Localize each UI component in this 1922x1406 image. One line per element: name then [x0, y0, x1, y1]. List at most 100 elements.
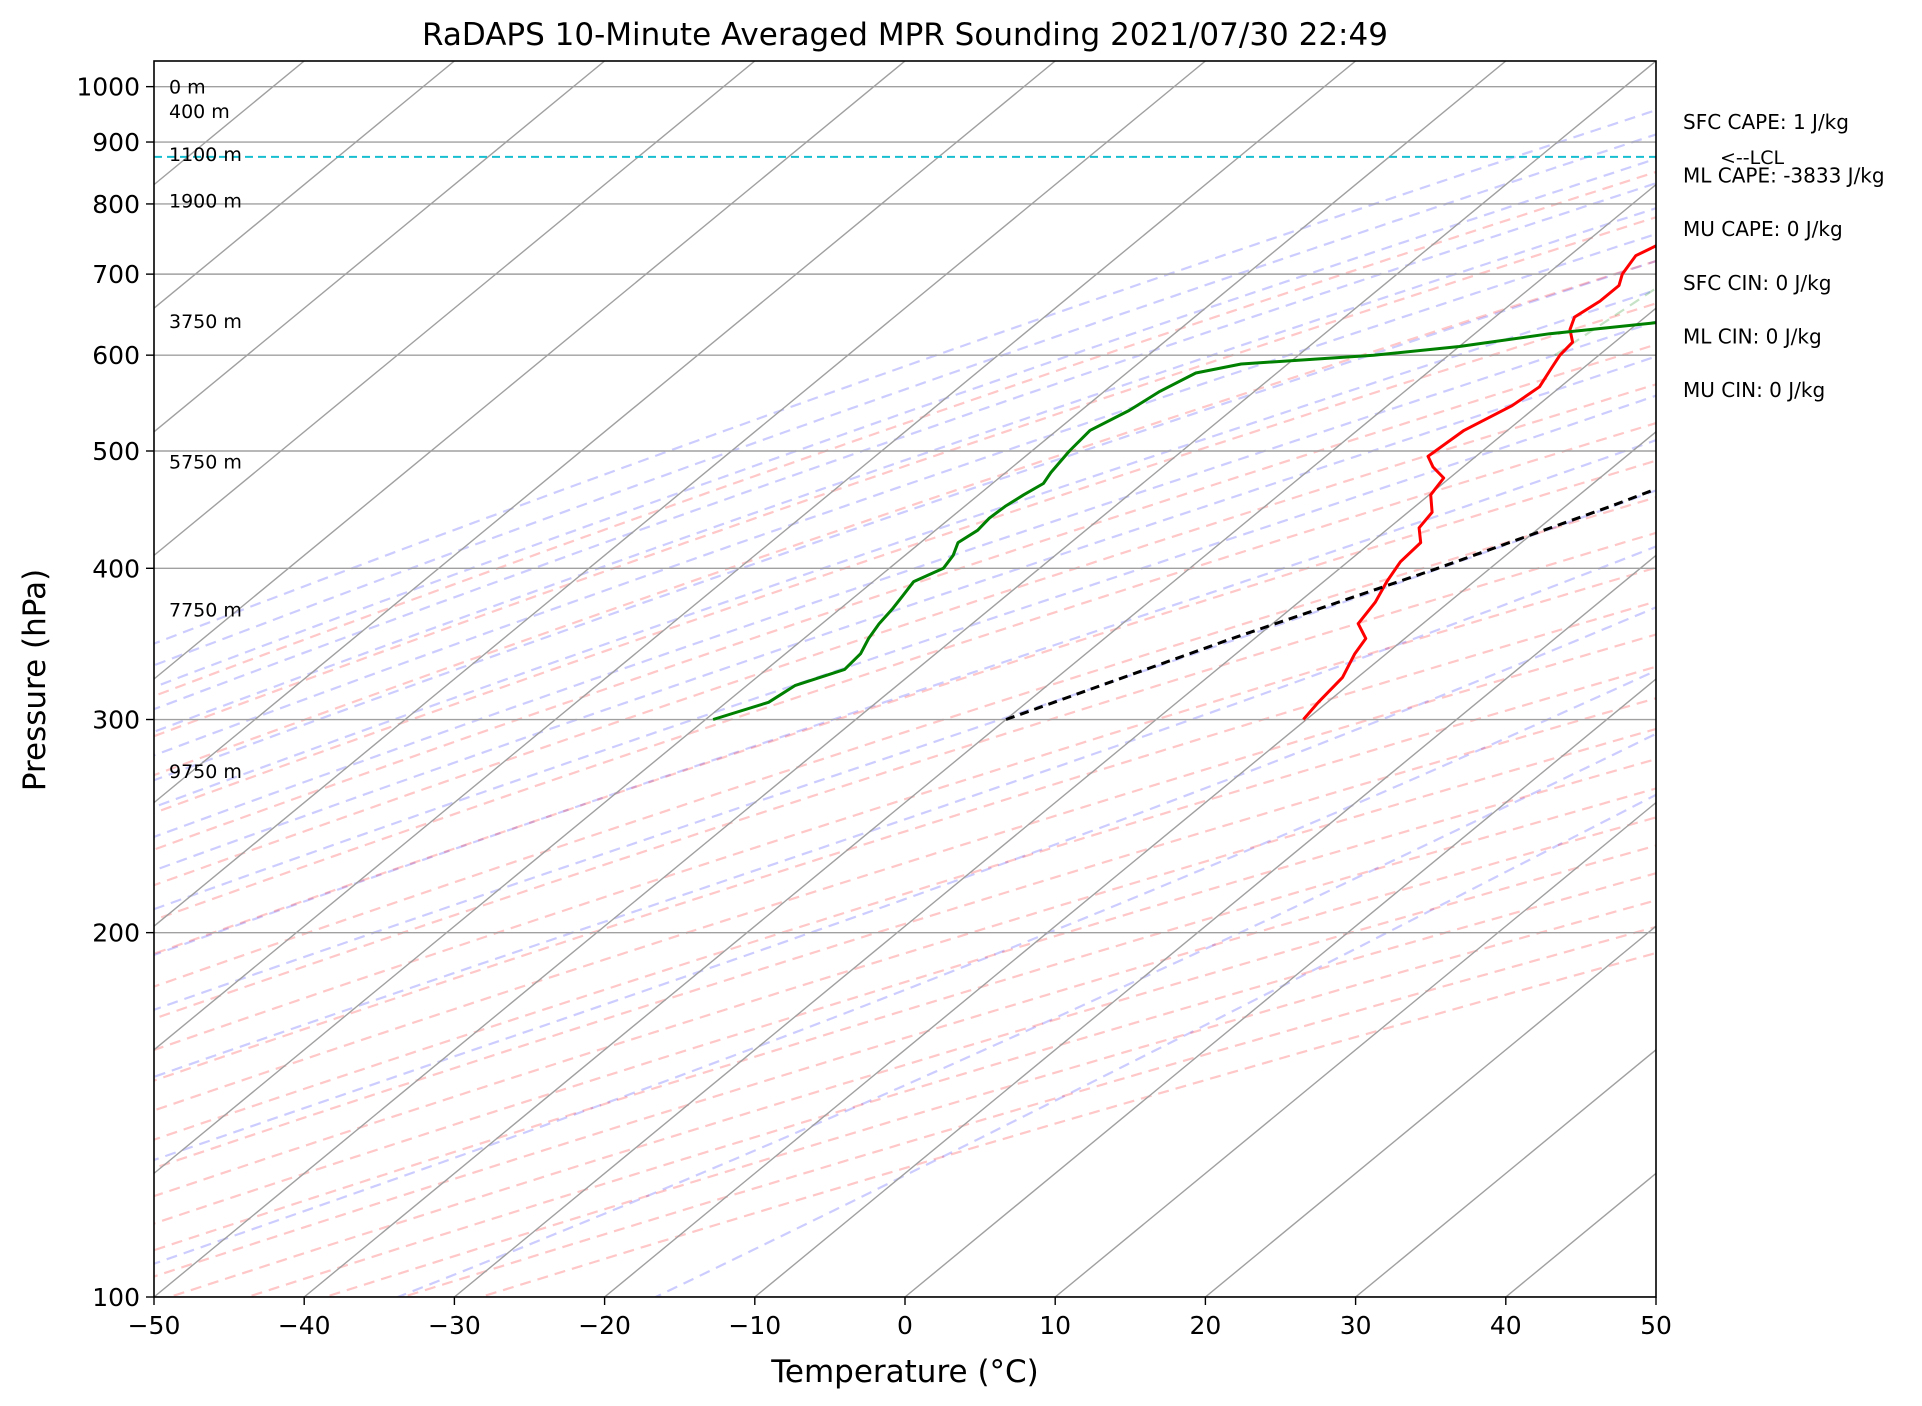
- dry-adiabats: [154, 170, 1656, 1297]
- moist-adiabat: [154, 394, 1656, 911]
- dry-adiabat: [154, 343, 1656, 851]
- isotherm-line: [754, 554, 1656, 1297]
- moist-adiabat: [154, 288, 1656, 809]
- isotherm-line: [154, 61, 756, 557]
- y-tick-label: 400: [92, 554, 140, 583]
- moist-adiabat: [154, 439, 1656, 957]
- x-tick-label: 30: [1340, 1311, 1372, 1340]
- isobars: [154, 85, 1656, 1297]
- dry-adiabat: [154, 816, 1656, 1278]
- y-tick-label: 500: [92, 437, 140, 466]
- mixing-ratio-line: [1554, 286, 1656, 357]
- x-tick-label: −40: [278, 1311, 331, 1340]
- y-axis-label: Pressure (hPa): [17, 569, 53, 791]
- isotherm-line: [154, 61, 1507, 1175]
- isotherm-line: [154, 61, 455, 310]
- x-axis-label: Temperature (°C): [770, 1354, 1039, 1390]
- plot-area: [154, 61, 1922, 1297]
- x-tick-label: 50: [1640, 1311, 1672, 1340]
- isotherm-line: [154, 61, 1056, 804]
- stability-indices: SFC CAPE: 1 J/kg ML CAPE: -3833 J/kg MU CA…: [1683, 110, 1885, 402]
- profiles: [712, 244, 1656, 721]
- y-tick-label: 300: [92, 706, 140, 735]
- x-tick-label: 0: [897, 1311, 913, 1340]
- x-tick-label: −10: [728, 1311, 781, 1340]
- x-tick-label: 40: [1490, 1311, 1522, 1340]
- dry-adiabat: [154, 496, 1656, 988]
- isotherm-line: [604, 430, 1656, 1297]
- x-axis-ticks: −50 −40 −30 −20 −10 0 10 20 30 40 50: [128, 1297, 1672, 1340]
- y-tick-label: 700: [92, 260, 140, 289]
- dry-adiabat: [324, 899, 1656, 1297]
- x-tick-label: −50: [128, 1311, 181, 1340]
- stability-index: SFC CIN: 0 J/kg: [1683, 271, 1831, 295]
- y-tick-label: 100: [92, 1283, 140, 1312]
- height-label: 3750 m: [169, 311, 242, 333]
- height-label: 400 m: [169, 101, 230, 123]
- x-tick-label: 10: [1039, 1311, 1071, 1340]
- isotherm-line: [1054, 801, 1656, 1297]
- temperature-profile: [1302, 244, 1656, 721]
- isotherm-line: [154, 61, 1206, 928]
- stability-index: MU CAPE: 0 J/kg: [1683, 217, 1843, 241]
- moist-adiabats: [154, 108, 1656, 1297]
- moist-adiabat: [154, 320, 1656, 839]
- height-label: 5750 m: [169, 452, 242, 474]
- moist-adiabat: [154, 489, 1656, 1011]
- y-axis-ticks: 100 200 300 400 500 600 700 800 900 1000: [76, 73, 154, 1312]
- dry-adiabat: [154, 665, 1656, 1141]
- height-label: 0 m: [169, 77, 206, 99]
- stability-index: ML CAPE: -3833 J/kg: [1683, 164, 1885, 188]
- dry-adiabat: [154, 459, 1656, 955]
- isotherm-line: [1655, 1296, 1656, 1297]
- isotherm-line: [154, 61, 1656, 1297]
- moist-adiabat: [154, 108, 1656, 645]
- height-label: 7750 m: [169, 599, 242, 621]
- moist-adiabat: [154, 355, 1656, 872]
- stability-index: SFC CAPE: 1 J/kg: [1683, 110, 1849, 134]
- mixing-ratio-lines: [1554, 61, 1922, 357]
- mixing-ratio-line: [1825, 61, 1922, 355]
- mixing-ratio-line: [1703, 61, 1922, 355]
- x-tick-label: −30: [428, 1311, 481, 1340]
- height-label: 9750 m: [169, 761, 242, 783]
- isotherm-line: [154, 61, 1357, 1051]
- isotherm-line: [154, 61, 606, 433]
- isotherm-line: [904, 678, 1656, 1297]
- y-tick-label: 600: [92, 341, 140, 370]
- moist-adiabat: [154, 133, 1656, 667]
- isotherm-line: [453, 307, 1656, 1297]
- dry-adiabat: [154, 697, 1656, 1170]
- isotherm-line: [1204, 925, 1656, 1297]
- isotherm-line: [154, 61, 906, 680]
- y-tick-label: 200: [92, 919, 140, 948]
- x-tick-label: 20: [1189, 1311, 1221, 1340]
- stability-index: MU CIN: 0 J/kg: [1683, 378, 1825, 402]
- y-tick-label: 1000: [76, 73, 140, 102]
- moist-adiabat: [655, 793, 1656, 1297]
- moist-adiabat: [154, 669, 1656, 1265]
- dry-adiabat: [154, 259, 1656, 777]
- moist-adiabat: [154, 207, 1656, 733]
- height-label: 1900 m: [169, 191, 242, 213]
- height-label: 1100 m: [169, 144, 242, 166]
- dry-adiabat: [402, 925, 1656, 1297]
- isotherm-line: [1355, 1048, 1656, 1297]
- dewpoint-profile: [712, 321, 1656, 721]
- x-tick-label: −20: [578, 1311, 631, 1340]
- lcl-label: <--LCL: [1720, 147, 1784, 169]
- dry-adiabat: [154, 566, 1656, 1052]
- dry-adiabat: [154, 757, 1656, 1225]
- moist-adiabat: [397, 732, 1656, 1297]
- dry-adiabat: [480, 951, 1656, 1297]
- chart-title: RaDAPS 10-Minute Averaged MPR Sounding 2…: [422, 17, 1388, 53]
- y-tick-label: 900: [92, 128, 140, 157]
- dry-adiabat: [247, 872, 1656, 1297]
- mixing-ratio-line: [1900, 61, 1922, 355]
- moist-adiabat: [154, 232, 1656, 757]
- isotherm-line: [303, 183, 1656, 1297]
- dry-adiabat: [154, 787, 1656, 1252]
- dry-adiabat: [154, 600, 1656, 1082]
